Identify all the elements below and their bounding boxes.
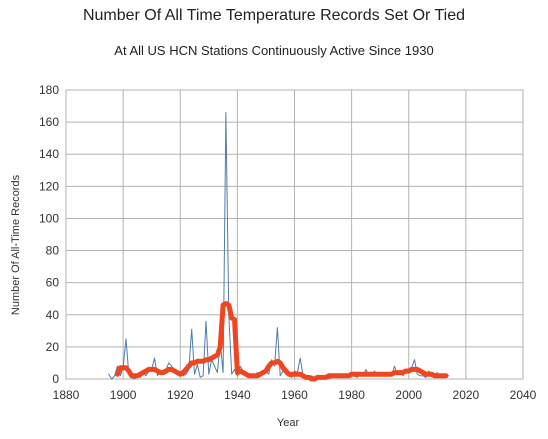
series-line-smoothed (114, 301, 449, 382)
grid-lines (65, 89, 524, 380)
y-tick-label: 40 (46, 308, 60, 322)
x-tick-label: 1960 (281, 388, 308, 402)
x-tick-label: 2000 (395, 388, 422, 402)
y-tick-label: 120 (39, 179, 59, 193)
series-layer (108, 112, 450, 382)
x-tick-label: 2020 (453, 388, 480, 402)
y-tick-label: 60 (46, 276, 60, 290)
chart-subtitle: At All US HCN Stations Continuously Acti… (114, 43, 434, 58)
x-tick-label: 1880 (53, 388, 80, 402)
x-tick-label: 1980 (338, 388, 365, 402)
y-tick-label: 80 (46, 244, 60, 258)
y-tick-label: 160 (39, 115, 59, 129)
y-axis-label: Number Of All-Time Records (10, 174, 22, 315)
y-tick-label: 20 (46, 340, 60, 354)
x-tick-label: 2040 (510, 388, 537, 402)
series-line-annual (108, 112, 450, 380)
plot-frame (65, 89, 524, 380)
x-tick-label: 1940 (224, 388, 251, 402)
y-tick-label: 140 (39, 147, 59, 161)
x-axis-label: Year (277, 417, 300, 429)
x-tick-label: 1920 (167, 388, 194, 402)
x-tick-label: 1900 (110, 388, 137, 402)
y-tick-label: 0 (52, 372, 59, 386)
y-tick-label: 180 (39, 83, 59, 97)
y-tick-label: 100 (39, 211, 59, 225)
chart-title: Number Of All Time Temperature Records S… (82, 7, 466, 24)
